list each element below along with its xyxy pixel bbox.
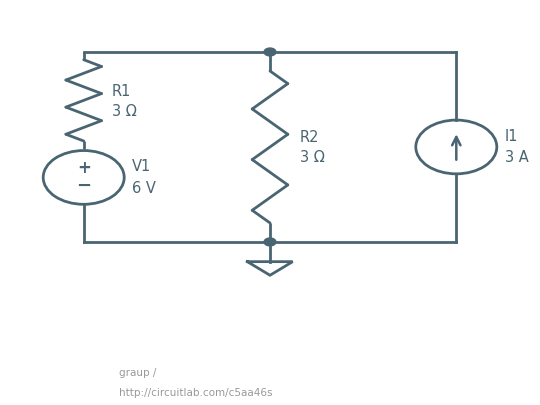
- Text: +: +: [77, 159, 91, 177]
- Text: 3 Ω: 3 Ω: [300, 150, 325, 165]
- Text: I1: I1: [505, 129, 518, 144]
- Text: 3 A: 3 A: [505, 150, 529, 165]
- Text: 3 Ω: 3 Ω: [112, 104, 137, 119]
- Text: – W ■ H LAB: – W ■ H LAB: [14, 388, 66, 397]
- Circle shape: [264, 48, 276, 56]
- Circle shape: [264, 238, 276, 246]
- Text: Unnamed Circuit: Unnamed Circuit: [169, 368, 267, 378]
- Text: http://circuitlab.com/c5aa46s: http://circuitlab.com/c5aa46s: [119, 388, 272, 398]
- Text: 6 V: 6 V: [132, 181, 156, 196]
- Text: R1: R1: [112, 84, 131, 99]
- Text: CIRCUIT: CIRCUIT: [14, 369, 60, 379]
- Text: −: −: [76, 177, 91, 195]
- Text: V1: V1: [132, 159, 152, 174]
- Text: graup /: graup /: [119, 368, 159, 378]
- Text: R2: R2: [300, 130, 319, 145]
